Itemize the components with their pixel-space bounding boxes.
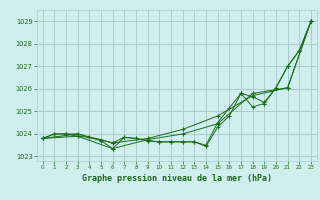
X-axis label: Graphe pression niveau de la mer (hPa): Graphe pression niveau de la mer (hPa)	[82, 174, 272, 183]
